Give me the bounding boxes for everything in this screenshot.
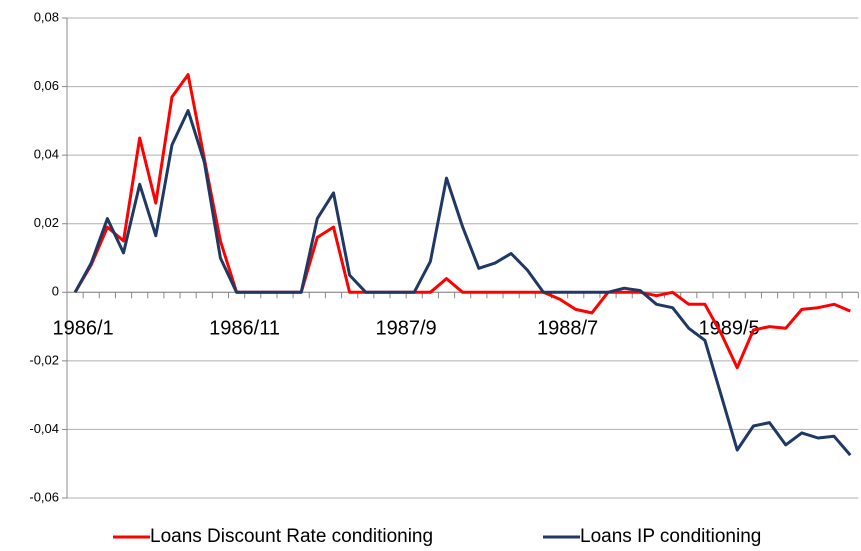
y-tick-label: 0,06 (34, 78, 59, 93)
y-tick-label: 0,04 (34, 147, 59, 162)
y-tick-label: -0,02 (29, 352, 59, 367)
legend-label: Loans IP conditioning (580, 526, 761, 547)
y-tick-label: -0,04 (29, 421, 59, 436)
x-tick-label: 1986/1 (52, 318, 113, 340)
y-tick-label: 0,08 (34, 9, 59, 24)
series-line (73, 109, 852, 457)
y-tick-label: 0,02 (34, 215, 59, 230)
x-tick-label: 1986/11 (209, 318, 280, 340)
y-tick-label: 0 (52, 284, 59, 299)
y-tick-label: -0,06 (29, 489, 59, 504)
x-tick-label: 1988/7 (537, 318, 598, 340)
legend-label: Loans Discount Rate conditioning (150, 526, 433, 547)
x-tick-label: 1987/9 (375, 318, 436, 340)
